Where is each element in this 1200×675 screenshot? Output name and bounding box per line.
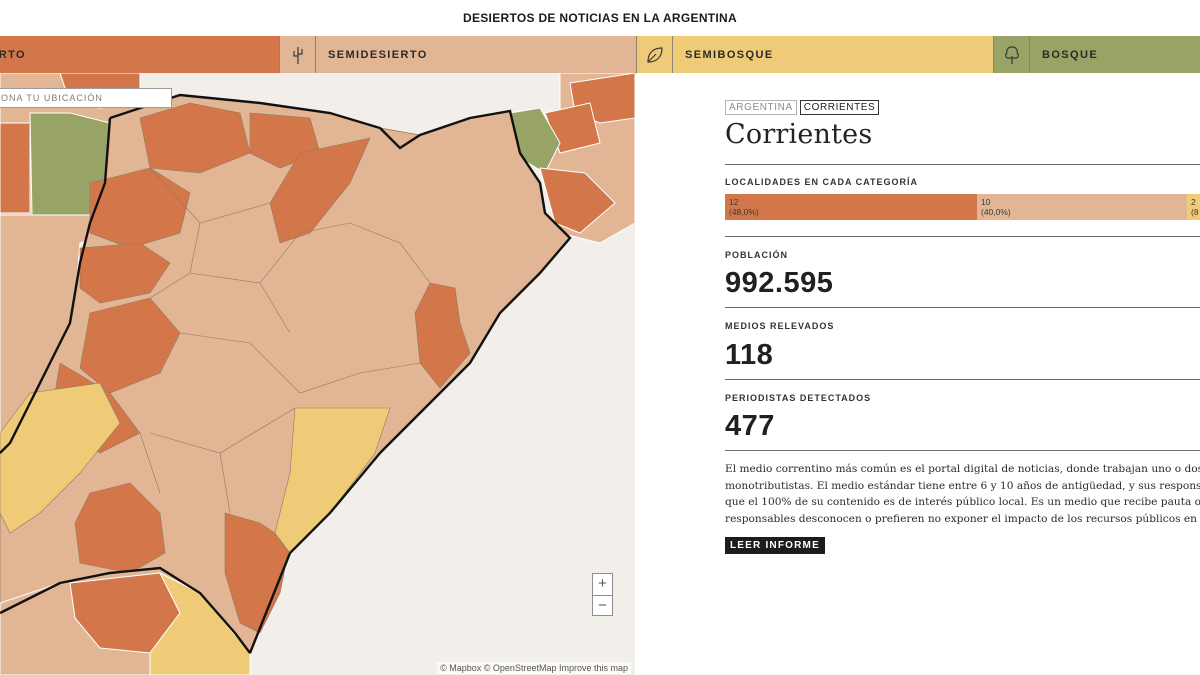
media-label: MEDIOS RELEVADOS (725, 321, 835, 331)
province-description: El medio correntino más común es el port… (725, 461, 1200, 527)
divider (725, 450, 1200, 451)
segment-percent: (48,0%) (729, 207, 759, 217)
segment-count: 2 (1191, 197, 1196, 207)
localities-bar: 12 (48,0%) 10 (40,0%) 2 (8 (725, 194, 1200, 220)
legend-desierto[interactable]: ERTO (0, 36, 280, 73)
divider (725, 236, 1200, 237)
localities-segment-semidesierto: 10 (40,0%) (977, 194, 1187, 220)
localities-segment-semibosque: 2 (8 (1187, 194, 1200, 220)
category-legend: ERTO SEMIDESIERTO SEMIBOSQUE BOSQUE (0, 36, 1200, 74)
segment-count: 10 (981, 197, 991, 207)
journalists-label: PERIODISTAS DETECTADOS (725, 393, 872, 403)
segment-percent: (8 (1191, 207, 1199, 217)
info-panel: ARGENTINA CORRIENTES Corrientes LOCALIDA… (636, 73, 1200, 675)
tree-icon (994, 36, 1030, 73)
divider (725, 379, 1200, 380)
legend-desierto-label: ERTO (0, 48, 26, 61)
zoom-control: + − (592, 573, 613, 616)
description-line: monotributistas. El medio estándar tiene… (725, 479, 1200, 492)
description-line: responsables desconocen o prefieren no e… (725, 512, 1200, 525)
province-title: Corrientes (725, 119, 873, 150)
media-value: 118 (725, 339, 774, 371)
zoom-in-button[interactable]: + (598, 575, 607, 592)
legend-semibosque-label: SEMIBOSQUE (685, 48, 774, 61)
breadcrumb: ARGENTINA CORRIENTES (725, 100, 880, 115)
localities-segment-desierto: 12 (48,0%) (725, 194, 977, 220)
site-title: DESIERTOS DE NOTICIAS EN LA ARGENTINA (462, 11, 737, 25)
description-line: El medio correntino más común es el port… (725, 463, 1200, 475)
segment-count: 12 (729, 197, 739, 207)
legend-semidesierto[interactable]: SEMIDESIERTO (280, 36, 637, 73)
population-label: POBLACIÓN (725, 250, 788, 260)
segment-percent: (40,0%) (981, 207, 1011, 217)
top-bar: DESIERTOS DE NOTICIAS EN LA ARGENTINA (0, 0, 1200, 36)
province-map (0, 73, 635, 675)
leaf-icon (637, 36, 673, 73)
read-report-button[interactable]: LEER INFORME (725, 537, 825, 554)
cactus-icon (280, 36, 316, 73)
legend-bosque-label: BOSQUE (1042, 48, 1099, 61)
journalists-value: 477 (725, 410, 775, 442)
breadcrumb-corrientes[interactable]: CORRIENTES (799, 100, 880, 115)
localities-label: LOCALIDADES EN CADA CATEGORÍA (725, 177, 918, 187)
population-value: 992.595 (725, 267, 834, 299)
description-line: que el 100% de su contenido es de interé… (725, 496, 1200, 508)
zoom-out-button[interactable]: − (593, 595, 612, 617)
location-search-input[interactable]: ONA TU UBICACIÓN (0, 88, 172, 108)
divider (725, 307, 1200, 308)
legend-semidesierto-label: SEMIDESIERTO (328, 48, 428, 61)
legend-bosque[interactable]: BOSQUE (994, 36, 1200, 73)
map-attribution[interactable]: © Mapbox © OpenStreetMap Improve this ma… (437, 662, 631, 674)
map-area[interactable]: ONA TU UBICACIÓN + − © Mapbox © OpenStre… (0, 73, 635, 675)
divider (725, 164, 1200, 165)
legend-semibosque[interactable]: SEMIBOSQUE (637, 36, 994, 73)
breadcrumb-argentina[interactable]: ARGENTINA (725, 100, 797, 115)
